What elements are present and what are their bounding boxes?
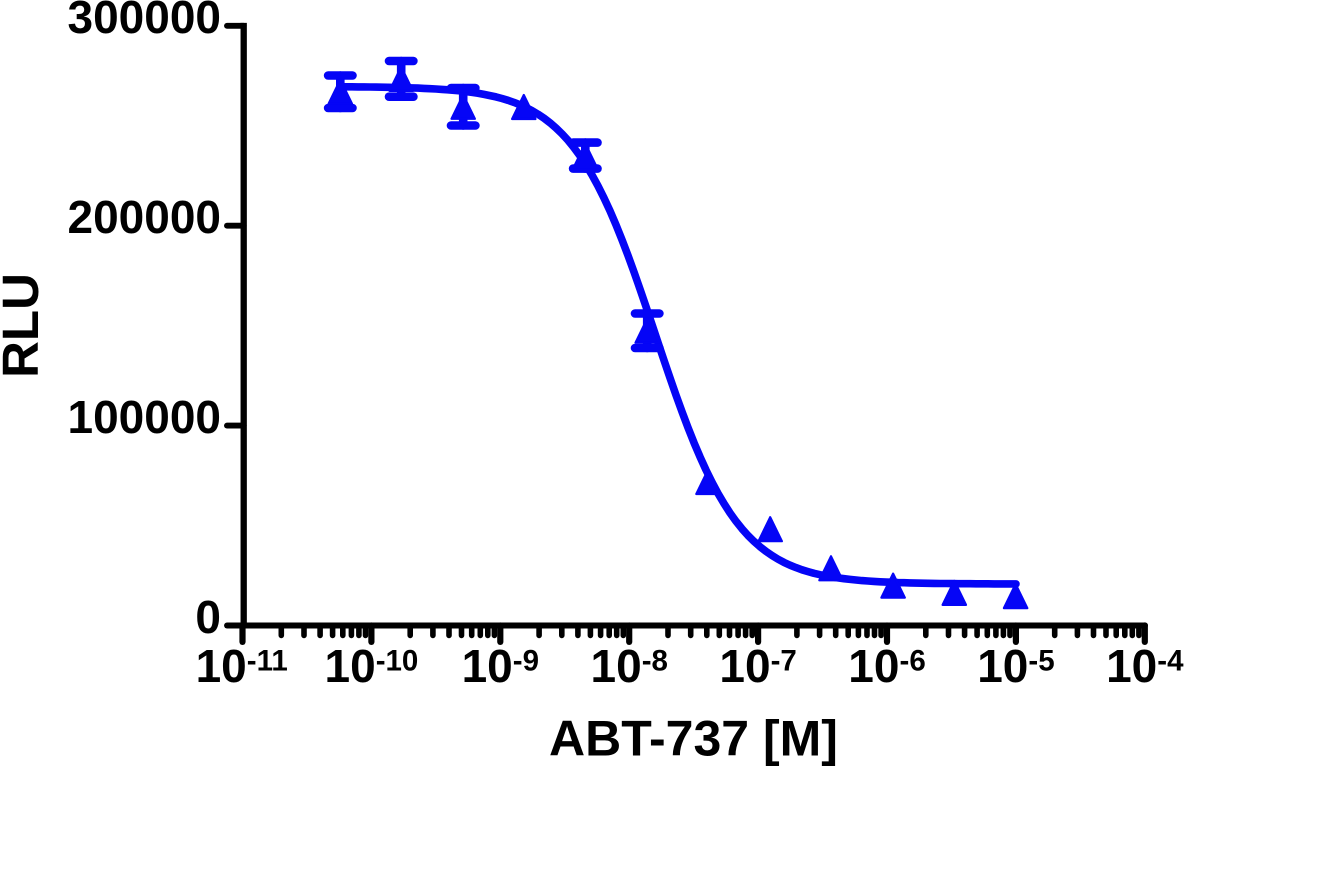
svg-text:10: 10 [977, 640, 1028, 692]
svg-text:10: 10 [1106, 640, 1157, 692]
svg-text:-5: -5 [1028, 645, 1054, 678]
svg-text:RLU: RLU [0, 273, 49, 378]
svg-text:10: 10 [325, 640, 376, 692]
svg-text:-8: -8 [642, 645, 668, 678]
svg-text:-4: -4 [1157, 645, 1184, 678]
svg-text:10: 10 [196, 640, 247, 692]
svg-text:-9: -9 [513, 645, 539, 678]
svg-text:10: 10 [848, 640, 899, 692]
svg-text:0: 0 [195, 591, 221, 643]
svg-text:-7: -7 [771, 645, 797, 678]
svg-text:10: 10 [719, 640, 770, 692]
svg-text:ABT-737 [M]: ABT-737 [M] [549, 710, 838, 766]
svg-text:-11: -11 [247, 645, 288, 678]
svg-text:200000: 200000 [68, 191, 222, 243]
svg-text:10: 10 [591, 640, 642, 692]
svg-text:10: 10 [462, 640, 513, 692]
svg-text:100000: 100000 [68, 391, 222, 443]
svg-text:-6: -6 [900, 645, 926, 678]
svg-text:-10: -10 [376, 645, 419, 678]
svg-text:300000: 300000 [68, 0, 222, 43]
